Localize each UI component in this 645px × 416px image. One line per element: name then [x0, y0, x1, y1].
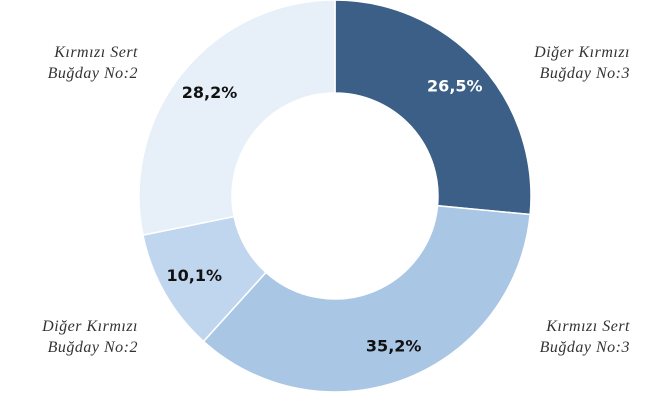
slice-label: 35,2%	[366, 336, 422, 355]
slice	[138, 0, 336, 237]
slice	[334, 0, 532, 216]
slice-label: 26,5%	[427, 76, 483, 95]
category-label: Kırmızı Sert Buğday No:2	[47, 44, 138, 82]
category-label: Kırmızı Sert Buğday No:3	[539, 318, 630, 356]
slice	[202, 204, 531, 393]
category-label: Diğer Kırmızı Buğday No:2	[42, 318, 138, 356]
slice-label: 28,2%	[182, 83, 238, 102]
slice-label: 10,1%	[167, 266, 223, 285]
category-label: Diğer Kırmızı Buğday No:3	[534, 44, 630, 82]
